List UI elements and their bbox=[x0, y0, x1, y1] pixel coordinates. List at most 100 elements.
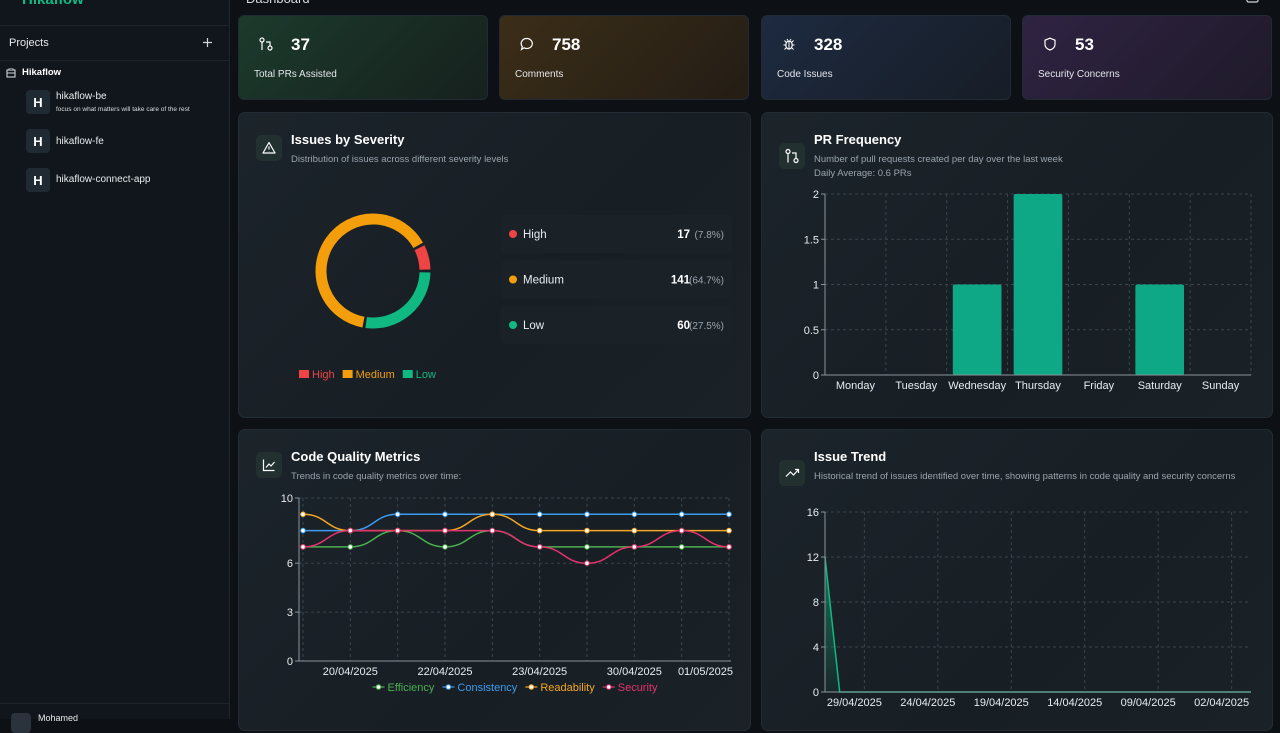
chart-icon bbox=[256, 452, 282, 478]
legend-percent: (7.8%) bbox=[695, 230, 724, 241]
series-line bbox=[302, 529, 730, 564]
x-tick-label: 14/04/2025 bbox=[1047, 697, 1102, 709]
y-tick-label: 8 bbox=[813, 597, 819, 609]
legend-swatch bbox=[299, 370, 309, 378]
data-point bbox=[442, 527, 448, 534]
data-point bbox=[631, 511, 638, 518]
pr-frequency-chart: 0 0.5 1 1.5 2 Monday Tuesday Wednesday Thursday F… bbox=[804, 189, 1252, 392]
stat-card: 758 Comments bbox=[499, 15, 749, 100]
project-icon[interactable]: H bbox=[26, 90, 50, 114]
data-point bbox=[394, 511, 401, 518]
y-tick-label: 4 bbox=[813, 642, 819, 654]
panel-subtitle: Distribution of issues across different … bbox=[291, 154, 509, 165]
legend-value: 17 bbox=[677, 229, 690, 241]
comment-icon bbox=[520, 37, 533, 51]
data-point bbox=[678, 527, 685, 534]
legend-marker bbox=[605, 684, 612, 690]
data-point bbox=[394, 527, 401, 534]
series-line bbox=[303, 513, 729, 532]
sidebar: Hikaflow Projects Hikaflow H hikaflow-be… bbox=[0, 0, 230, 733]
x-tick-label: Monday bbox=[836, 380, 876, 392]
x-tick-label: Thursday bbox=[1015, 380, 1061, 392]
data-point bbox=[584, 511, 590, 518]
legend-label: Consistency bbox=[457, 682, 517, 694]
donut-segment bbox=[315, 213, 424, 328]
brand: Hikaflow bbox=[22, 0, 84, 8]
project-name[interactable]: hikaflow-fe bbox=[56, 136, 104, 147]
data-point bbox=[726, 511, 732, 518]
y-tick-label: 10 bbox=[281, 493, 293, 505]
legend-label: High bbox=[312, 369, 335, 381]
x-tick-label: Friday bbox=[1084, 380, 1115, 392]
x-tick-label: Tuesday bbox=[895, 380, 937, 392]
project-name[interactable]: hikaflow-be bbox=[56, 91, 107, 102]
data-point bbox=[536, 511, 543, 518]
project-icon[interactable]: H bbox=[26, 129, 50, 153]
severity-panel: Issues by Severity Distribution of issue… bbox=[238, 112, 751, 418]
data-point bbox=[631, 527, 638, 534]
stat-label: Total PRs Assisted bbox=[254, 69, 337, 80]
data-point bbox=[489, 511, 496, 518]
x-tick-label: 01/05/2025 bbox=[678, 666, 733, 678]
data-point bbox=[442, 511, 448, 518]
legend-dot bbox=[509, 321, 517, 329]
data-point bbox=[442, 544, 448, 550]
y-tick-label: 6 bbox=[287, 558, 293, 570]
panel-subtitle: Trends in code quality metrics over time… bbox=[291, 471, 462, 482]
x-tick-label: Saturday bbox=[1138, 380, 1183, 392]
y-tick-label: 1.5 bbox=[804, 234, 819, 246]
header-icon[interactable] bbox=[1246, 0, 1260, 4]
issue-trend-panel: Issue Trend Historical trend of issues i… bbox=[761, 429, 1273, 731]
divider bbox=[0, 703, 229, 704]
legend-label: Efficiency bbox=[388, 682, 435, 694]
data-point bbox=[726, 527, 732, 534]
project-icon[interactable]: H bbox=[26, 168, 50, 192]
legend-value: 60 bbox=[677, 320, 690, 332]
bar bbox=[1135, 284, 1185, 375]
stat-label: Security Concerns bbox=[1038, 69, 1120, 80]
data-point bbox=[678, 511, 685, 518]
series-line bbox=[302, 513, 729, 532]
bar bbox=[1013, 194, 1063, 375]
x-tick-label: 29/04/2025 bbox=[827, 697, 882, 709]
legend-label: Low bbox=[416, 369, 436, 381]
stat-label: Code Issues bbox=[777, 69, 833, 80]
x-tick-label: 23/04/2025 bbox=[512, 666, 567, 678]
user-name[interactable]: Mohamed bbox=[38, 713, 79, 723]
legend-label: Readability bbox=[540, 682, 595, 694]
add-project[interactable] bbox=[202, 37, 213, 48]
data-point bbox=[631, 544, 638, 550]
legend-value: 141 bbox=[671, 275, 691, 287]
panel-title: PR Frequency bbox=[814, 132, 902, 147]
stat-card: 328 Code Issues bbox=[761, 15, 1011, 100]
data-point bbox=[347, 544, 354, 550]
stat-value: 758 bbox=[552, 35, 581, 54]
pr-icon bbox=[259, 37, 273, 51]
y-tick-label: 12 bbox=[807, 552, 819, 564]
stat-label: Comments bbox=[515, 69, 564, 80]
data-point bbox=[347, 527, 354, 534]
legend-marker bbox=[528, 684, 535, 690]
panel-title: Issues by Severity bbox=[291, 132, 405, 147]
area-fill bbox=[825, 557, 1251, 692]
stat-value: 37 bbox=[291, 35, 310, 54]
panel-note: Daily Average: 0.6 PRs bbox=[814, 168, 912, 179]
data-point bbox=[536, 544, 543, 550]
y-tick-label: 2 bbox=[813, 189, 819, 201]
donut-segment bbox=[365, 271, 431, 329]
x-tick-label: 30/04/2025 bbox=[607, 666, 662, 678]
bar bbox=[952, 284, 1002, 375]
legend-row bbox=[501, 306, 732, 344]
x-tick-label: 24/04/2025 bbox=[900, 697, 955, 709]
user-avatar[interactable] bbox=[11, 713, 31, 733]
project-name[interactable]: hikaflow-connect-app bbox=[56, 174, 151, 185]
data-point bbox=[489, 527, 496, 534]
page-title: Dashboard bbox=[246, 0, 310, 6]
code-quality-panel: Code Quality Metrics Trends in code qual… bbox=[238, 429, 751, 731]
y-tick-label: 16 bbox=[807, 507, 819, 519]
issue-trend-chart: 29/04/2025 24/04/2025 19/04/2025 14/04/2025… bbox=[807, 507, 1251, 709]
panel-title: Code Quality Metrics bbox=[291, 449, 421, 464]
legend: Efficiency Consistency Readability Security bbox=[372, 682, 658, 694]
legend-percent: (27.5%) bbox=[689, 321, 724, 332]
